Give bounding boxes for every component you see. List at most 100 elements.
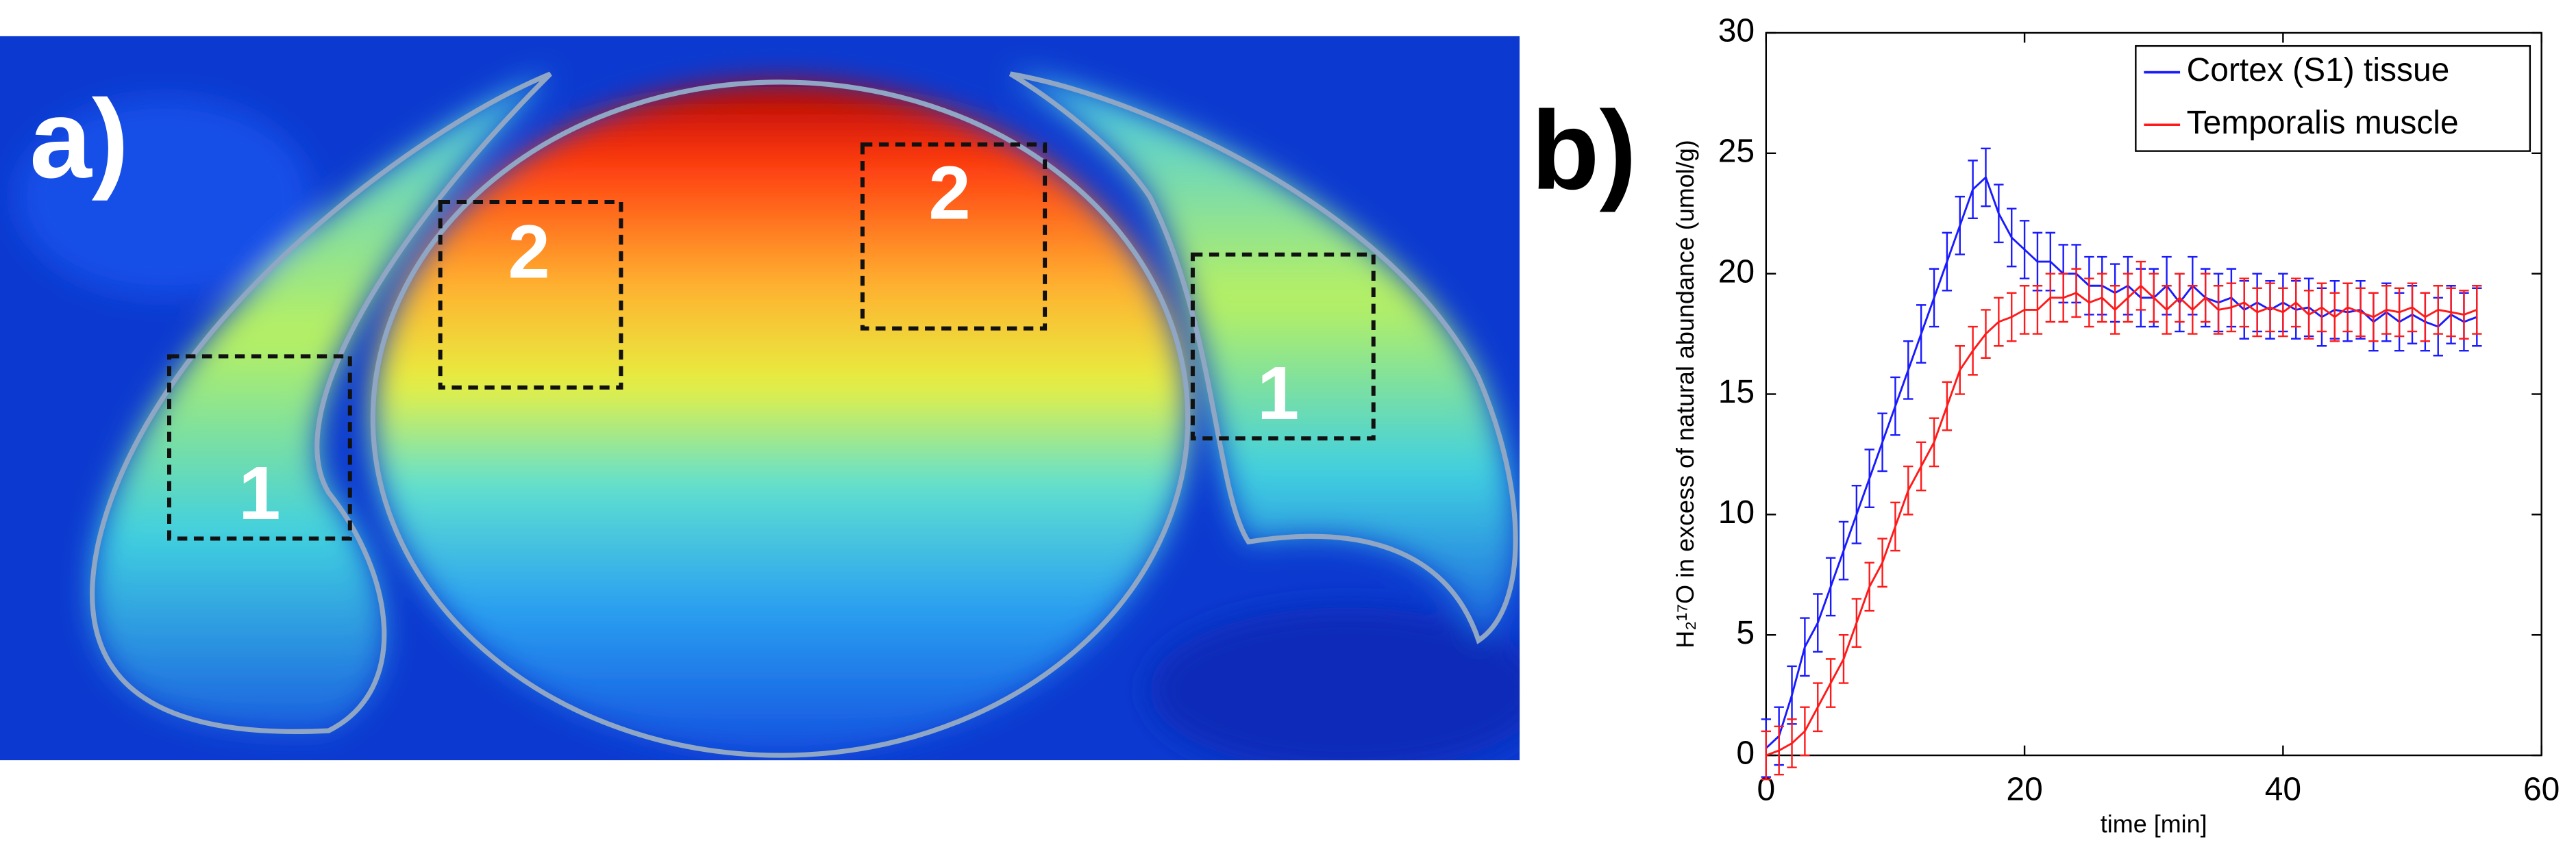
error-bar xyxy=(2446,287,2456,338)
error-bar xyxy=(1916,441,1927,492)
error-bar xyxy=(1774,725,1784,776)
panel-label: a) xyxy=(29,76,129,201)
y-tick-label: 20 xyxy=(1718,253,1755,290)
error-bar xyxy=(2058,273,2068,323)
error-bar xyxy=(1968,325,1978,376)
error-bar xyxy=(2459,290,2469,340)
y-axis-label: H₂¹⁷O in excess of natural abundance (um… xyxy=(1671,140,1699,648)
error-bar xyxy=(1929,417,1940,468)
error-bar xyxy=(2007,207,2017,268)
error-bar xyxy=(2019,220,2030,279)
error-bar xyxy=(1864,562,1874,612)
roi-label: 1 xyxy=(1257,351,1299,436)
error-bar xyxy=(1800,706,1810,757)
error-bar xyxy=(2007,292,2017,342)
error-bar xyxy=(1800,617,1810,677)
error-bar xyxy=(1942,231,1953,292)
error-bar xyxy=(1968,160,1978,219)
error-bar xyxy=(1813,682,1823,733)
error-bar xyxy=(1903,340,1914,400)
error-bar xyxy=(1761,730,1771,781)
error-bar xyxy=(1929,268,1940,328)
heatmap xyxy=(0,36,1520,761)
error-bar xyxy=(1838,520,1849,581)
error-bar xyxy=(2226,282,2237,333)
error-bar xyxy=(2472,285,2482,335)
error-bar xyxy=(2162,285,2172,335)
roi-label: 1 xyxy=(238,451,280,535)
y-tick-label: 10 xyxy=(1718,494,1755,531)
y-tick-label: 0 xyxy=(1736,735,1755,772)
error-bar xyxy=(2368,292,2379,342)
x-tick-label: 40 xyxy=(2265,771,2301,807)
series-line xyxy=(1765,175,2477,749)
error-bar xyxy=(2084,277,2094,328)
error-bar xyxy=(2252,287,2262,338)
roi-label: 2 xyxy=(508,210,549,294)
error-bar xyxy=(2381,285,2392,335)
error-bar xyxy=(1877,412,1887,472)
error-bar xyxy=(1877,538,1887,588)
error-bar xyxy=(1903,465,1914,516)
y-tick-label: 5 xyxy=(1736,615,1755,651)
error-bar xyxy=(2316,282,2327,333)
error-bar xyxy=(1813,593,1823,653)
y-tick-label: 15 xyxy=(1718,374,1755,410)
error-bar xyxy=(2122,273,2133,323)
error-bar xyxy=(1825,658,1836,708)
error-bar xyxy=(2278,287,2288,338)
error-bar xyxy=(2135,260,2146,311)
error-bar xyxy=(2239,277,2249,328)
error-bar xyxy=(2342,282,2353,333)
error-bar xyxy=(1787,718,1797,768)
error-bar xyxy=(1851,484,1862,544)
error-bar xyxy=(1955,195,1965,255)
error-bar xyxy=(2291,277,2301,328)
error-bar xyxy=(1890,376,1900,436)
y-tick-label: 25 xyxy=(1718,133,1755,169)
error-bar xyxy=(2355,287,2366,338)
panel-label: b) xyxy=(1531,88,1637,213)
legend-box xyxy=(2135,45,2531,152)
error-bar xyxy=(1851,598,1862,648)
x-tick-label: 20 xyxy=(2006,771,2042,807)
error-bar xyxy=(2175,273,2185,323)
series-line xyxy=(1766,284,2477,757)
error-bar xyxy=(2188,285,2198,335)
error-bar xyxy=(2407,282,2418,333)
error-bar xyxy=(2303,290,2314,340)
error-bar xyxy=(2433,285,2443,335)
legend-label: Cortex (S1) tissue xyxy=(2187,52,2450,88)
error-bar xyxy=(1981,309,1991,359)
x-axis-label: time [min] xyxy=(2101,810,2207,838)
error-bar xyxy=(1916,304,1927,364)
error-bar xyxy=(1994,184,2004,244)
error-bar xyxy=(2019,285,2030,335)
legend-label: Temporalis muscle xyxy=(2187,105,2459,141)
error-bar xyxy=(2045,273,2056,323)
error-bar xyxy=(1825,557,1836,617)
error-bar xyxy=(1942,381,1953,431)
error-bar xyxy=(2071,268,2081,318)
error-bar xyxy=(1981,147,1991,207)
error-bar xyxy=(2213,285,2224,335)
x-tick-label: 60 xyxy=(2523,771,2560,807)
roi-label: 2 xyxy=(928,151,970,235)
error-bar xyxy=(1838,634,1849,684)
error-bar xyxy=(1955,344,1965,395)
error-bar xyxy=(1890,501,1900,552)
error-bar xyxy=(2200,273,2211,323)
y-tick-label: 30 xyxy=(1718,13,1755,49)
error-bar xyxy=(1864,449,1874,509)
error-bar xyxy=(1994,297,2004,347)
error-bar xyxy=(2420,292,2431,342)
error-bar xyxy=(2329,292,2340,342)
error-bar xyxy=(2394,287,2405,338)
error-bar xyxy=(2109,285,2120,335)
error-bar xyxy=(2265,282,2275,333)
error-bar xyxy=(2032,285,2043,335)
error-bar xyxy=(2148,273,2159,323)
error-bar xyxy=(2097,273,2107,323)
